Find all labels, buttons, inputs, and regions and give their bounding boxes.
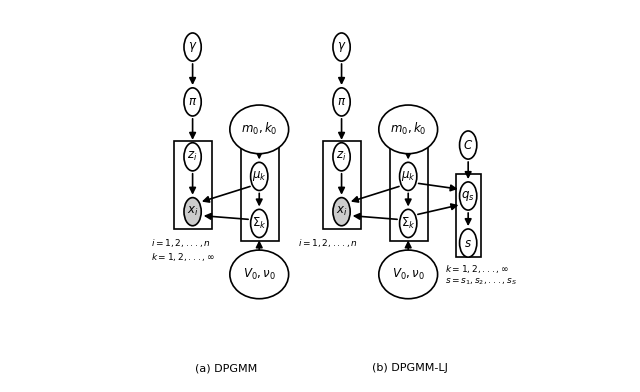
Text: $z_i$: $z_i$ [337, 150, 347, 163]
Bar [174, 141, 212, 229]
Ellipse shape [333, 143, 350, 171]
Text: $m_0, k_0$: $m_0, k_0$ [241, 121, 278, 138]
Text: $V_0, \nu_0$: $V_0, \nu_0$ [392, 267, 424, 282]
Text: $\pi$: $\pi$ [188, 95, 197, 109]
Text: $q_s$: $q_s$ [461, 189, 475, 203]
Ellipse shape [230, 105, 289, 154]
Text: $C$: $C$ [463, 138, 473, 152]
Text: $i = 1,2,...,n$: $i = 1,2,...,n$ [298, 237, 358, 249]
Text: (a) DPGMM: (a) DPGMM [195, 363, 257, 374]
Text: $V_0, \nu_0$: $V_0, \nu_0$ [243, 267, 276, 282]
Ellipse shape [184, 33, 201, 61]
Text: $\mu_k$: $\mu_k$ [401, 169, 415, 183]
Ellipse shape [379, 105, 438, 154]
Text: $x_i$: $x_i$ [187, 205, 198, 218]
Ellipse shape [251, 209, 268, 238]
Ellipse shape [184, 198, 201, 226]
Text: $\gamma$: $\gamma$ [337, 40, 346, 54]
Ellipse shape [251, 162, 268, 191]
Text: $\Sigma_k$: $\Sigma_k$ [252, 216, 266, 231]
Text: $z_i$: $z_i$ [188, 150, 198, 163]
Ellipse shape [230, 250, 289, 299]
Text: (b) DPGMM-LJ: (b) DPGMM-LJ [372, 363, 448, 374]
Text: $i = 1,2,...,n$
$k = 1,2,...,\infty$: $i = 1,2,...,n$ $k = 1,2,...,\infty$ [152, 237, 216, 263]
Ellipse shape [333, 88, 350, 116]
Ellipse shape [333, 33, 350, 61]
Ellipse shape [379, 250, 438, 299]
Bar [241, 141, 279, 241]
Bar [390, 141, 428, 241]
Text: $\mu_k$: $\mu_k$ [252, 169, 267, 183]
Ellipse shape [184, 143, 201, 171]
Bar [456, 174, 481, 257]
Ellipse shape [460, 182, 477, 210]
Bar [323, 141, 361, 229]
Text: $m_0, k_0$: $m_0, k_0$ [390, 121, 426, 138]
Text: $x_i$: $x_i$ [336, 205, 348, 218]
Ellipse shape [333, 198, 350, 226]
Text: $\Sigma_k$: $\Sigma_k$ [401, 216, 415, 231]
Ellipse shape [399, 209, 417, 238]
Ellipse shape [399, 162, 417, 191]
Text: $\pi$: $\pi$ [337, 95, 346, 109]
Text: $k = 1,2,...,\infty$
$s = s_1, s_2, ..., s_S$: $k = 1,2,...,\infty$ $s = s_1, s_2, ...,… [445, 263, 517, 287]
Text: $s$: $s$ [464, 236, 472, 250]
Ellipse shape [184, 88, 201, 116]
Ellipse shape [460, 131, 477, 159]
Ellipse shape [460, 229, 477, 257]
Text: $\gamma$: $\gamma$ [188, 40, 197, 54]
